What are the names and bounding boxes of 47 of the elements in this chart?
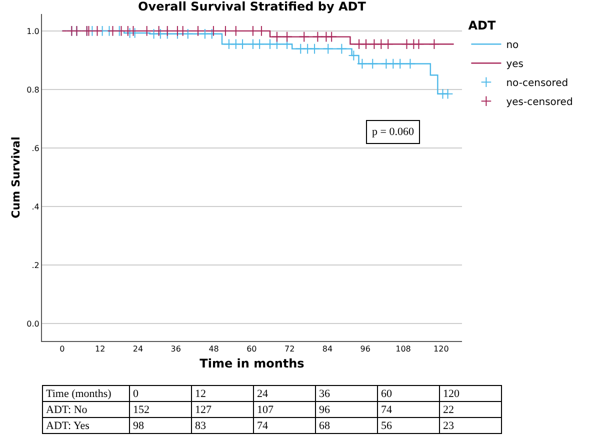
x-tick-label: 48: [208, 344, 219, 354]
text: 12: [192, 386, 254, 402]
x-tick-label: 120: [434, 344, 449, 354]
text: 98: [130, 418, 192, 434]
legend-label: yes-censored: [506, 97, 573, 108]
y-tick-label: 0.8: [26, 85, 40, 94]
text: 74: [378, 402, 440, 418]
text: 23: [440, 418, 502, 434]
text: ADT: Yes: [42, 418, 130, 434]
x-axis-title: Time in months: [200, 356, 304, 370]
y-tick-label: .4: [32, 202, 40, 212]
x-tick-label: 72: [284, 344, 295, 354]
text: 56: [378, 418, 440, 434]
text: 107: [254, 402, 316, 418]
y-tick-label: 0.0: [26, 319, 40, 328]
text: 22: [440, 402, 502, 418]
y-tick-label: 1.0: [26, 26, 40, 36]
legend-label: yes: [506, 59, 524, 70]
text: 120: [440, 386, 502, 402]
x-tick-label: 12: [95, 344, 106, 354]
legend-title: ADT: [468, 18, 496, 33]
text: 74: [254, 418, 316, 434]
legend-label: no: [506, 40, 519, 51]
chart-title: Overall Survival Stratified by ADT: [138, 0, 367, 14]
text: 127: [192, 402, 254, 418]
text: 36: [316, 386, 378, 402]
x-tick-label: 60: [246, 344, 257, 354]
x-tick-label: 24: [132, 344, 144, 354]
x-tick-label: 84: [322, 344, 333, 354]
text: 96: [316, 402, 378, 418]
y-axis-title: Cum Survival: [9, 136, 22, 218]
x-tick-label: 36: [170, 344, 181, 354]
text: 83: [192, 418, 254, 434]
legend-label: no-censored: [506, 78, 568, 89]
text: Time (months): [42, 386, 130, 402]
text: 0: [130, 386, 192, 402]
y-tick-label: .6: [32, 144, 40, 153]
x-tick-label: 108: [396, 344, 411, 354]
x-tick-label: 96: [360, 344, 370, 354]
x-tick-label: 0: [60, 344, 65, 354]
text: ADT: No: [42, 402, 130, 418]
y-tick-label: .2: [32, 260, 40, 270]
text: 152: [130, 402, 192, 418]
annotation: p = 0.060: [372, 126, 414, 138]
text: 68: [316, 418, 378, 434]
text: 60: [378, 386, 440, 402]
text: 24: [254, 386, 316, 402]
